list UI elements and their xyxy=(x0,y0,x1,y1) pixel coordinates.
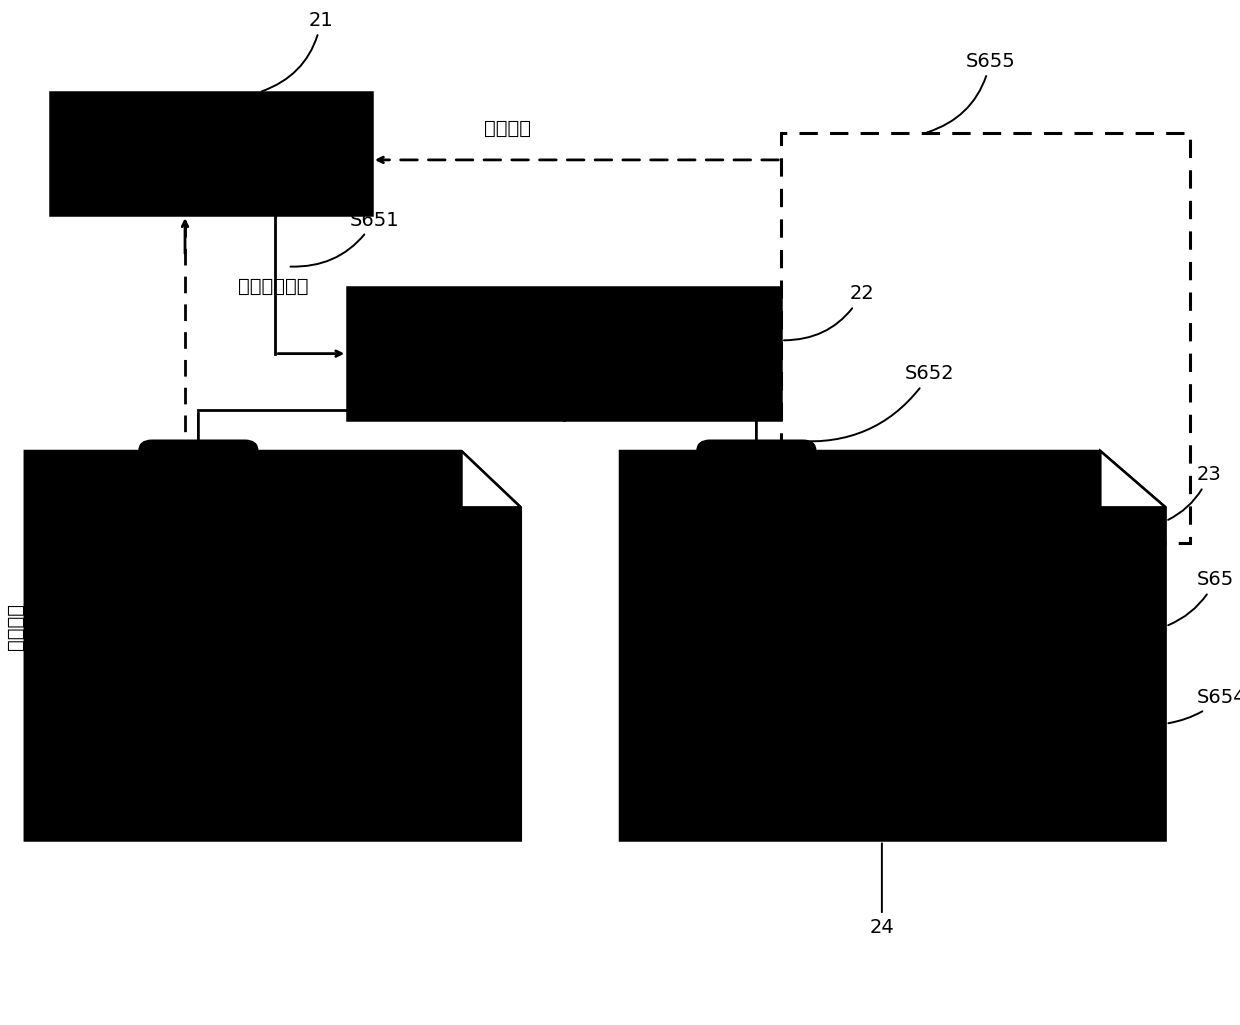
Text: S652: S652 xyxy=(796,364,955,442)
Bar xyxy=(781,133,1190,543)
Text: S655: S655 xyxy=(928,51,1016,132)
Polygon shape xyxy=(620,451,1166,840)
Text: 算法资源参数: 算法资源参数 xyxy=(238,277,309,296)
Text: 22: 22 xyxy=(784,284,874,340)
Text: 23: 23 xyxy=(1168,465,1221,520)
FancyBboxPatch shape xyxy=(139,441,257,515)
Text: 状态传回: 状态传回 xyxy=(484,119,531,138)
Bar xyxy=(347,287,781,420)
FancyBboxPatch shape xyxy=(697,441,816,515)
Polygon shape xyxy=(1100,451,1166,507)
Bar xyxy=(50,92,372,215)
Polygon shape xyxy=(461,451,521,507)
Text: 状态传回: 状态传回 xyxy=(6,603,25,650)
Text: S654: S654 xyxy=(1168,688,1240,724)
Polygon shape xyxy=(25,451,521,840)
Text: 24: 24 xyxy=(869,844,894,937)
Text: S65: S65 xyxy=(1168,570,1234,625)
Text: S651: S651 xyxy=(290,210,399,266)
Text: 21: 21 xyxy=(262,10,334,91)
